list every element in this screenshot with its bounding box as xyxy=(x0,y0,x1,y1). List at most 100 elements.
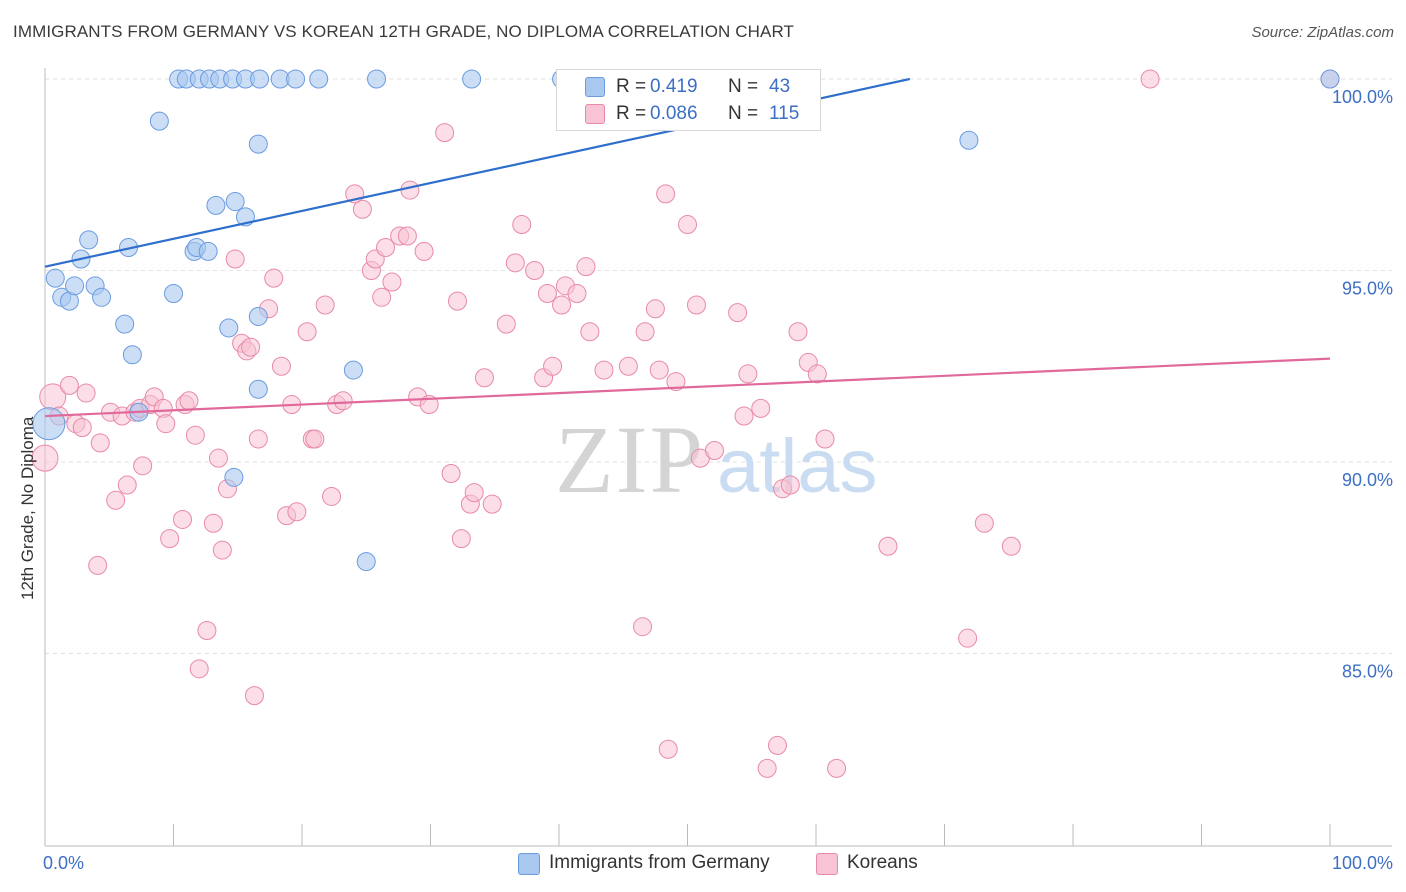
koreans-point xyxy=(1001,536,1021,556)
germany-point xyxy=(206,195,226,215)
koreans-point xyxy=(757,758,777,778)
koreans-point xyxy=(179,391,199,411)
bottom-legend-label-koreans: Koreans xyxy=(847,852,918,873)
koreans-point xyxy=(633,617,653,637)
germany-point xyxy=(367,69,387,89)
koreans-point xyxy=(297,322,317,342)
koreans-point xyxy=(172,509,192,529)
koreans-point xyxy=(656,184,676,204)
koreans-point xyxy=(1140,69,1160,89)
koreans-point xyxy=(537,283,557,303)
legend-r-label: R = xyxy=(616,76,647,97)
koreans-point xyxy=(88,555,108,575)
koreans-point xyxy=(397,226,417,246)
koreans-point xyxy=(728,303,748,323)
germany-point xyxy=(462,69,482,89)
koreans-point xyxy=(156,414,176,434)
koreans-point xyxy=(264,268,284,288)
koreans-point xyxy=(59,375,79,395)
germany-point xyxy=(45,268,65,288)
koreans-point xyxy=(658,739,678,759)
koreans-point xyxy=(807,364,827,384)
germany-point xyxy=(248,134,268,154)
koreans-point xyxy=(780,475,800,495)
koreans-point xyxy=(512,215,532,235)
legend-r-value-germany: 0.419 xyxy=(650,76,698,97)
germany-point xyxy=(1320,69,1340,89)
koreans-point xyxy=(958,628,978,648)
koreans-point xyxy=(686,295,706,315)
germany-point xyxy=(149,111,169,131)
legend-swatch-koreans xyxy=(585,104,605,124)
koreans-point xyxy=(649,360,669,380)
koreans-point xyxy=(678,215,697,235)
koreans-point xyxy=(594,360,614,380)
y-tick-label: 95.0% xyxy=(1342,279,1393,299)
koreans-points xyxy=(31,69,1340,778)
koreans-point xyxy=(322,486,342,506)
koreans-point xyxy=(974,513,994,533)
koreans-point xyxy=(197,621,217,641)
koreans-point xyxy=(248,429,268,449)
koreans-point xyxy=(376,238,396,258)
x-tick-label-max: 100.0% xyxy=(1332,853,1393,873)
legend-row-germany: R = 0.419 N = 43 xyxy=(557,74,820,100)
koreans-point xyxy=(635,322,655,342)
legend-n-value-germany: 43 xyxy=(769,76,791,97)
koreans-point xyxy=(567,283,587,303)
koreans-point xyxy=(382,272,402,292)
koreans-point xyxy=(788,322,808,342)
koreans-point xyxy=(704,441,724,461)
germany-point xyxy=(343,360,363,380)
koreans-point xyxy=(738,364,758,384)
koreans-point xyxy=(505,253,525,273)
koreans-point xyxy=(72,418,92,438)
koreans-point xyxy=(241,337,261,357)
koreans-point xyxy=(333,391,353,411)
germany-point xyxy=(198,241,218,261)
koreans-point xyxy=(208,448,228,468)
y-tick-label: 90.0% xyxy=(1342,470,1393,490)
stats-legend: R = 0.419 N = 43 R = 0.086 N = 115 xyxy=(556,69,821,131)
koreans-point xyxy=(271,356,291,376)
koreans-point xyxy=(576,257,596,277)
germany-point xyxy=(250,69,270,89)
koreans-point xyxy=(160,529,180,549)
koreans-point xyxy=(435,123,455,143)
germany-point xyxy=(219,318,239,338)
koreans-point xyxy=(185,425,205,445)
koreans-point xyxy=(666,372,686,392)
koreans-point xyxy=(117,475,137,495)
koreans-point xyxy=(474,368,494,388)
koreans-point xyxy=(734,406,754,426)
koreans-point xyxy=(414,241,434,261)
germany-point xyxy=(224,467,244,487)
germany-point xyxy=(248,379,268,399)
koreans-point xyxy=(305,429,325,449)
watermark-zip: ZIP xyxy=(555,406,705,513)
germany-point xyxy=(79,230,99,250)
legend-n-value-koreans: 115 xyxy=(769,103,800,124)
koreans-point xyxy=(212,540,232,560)
koreans-point xyxy=(580,322,600,342)
koreans-point xyxy=(645,299,665,319)
koreans-point xyxy=(244,686,264,706)
y-tick-label: 85.0% xyxy=(1342,662,1393,682)
koreans-point xyxy=(552,295,572,315)
koreans-point xyxy=(482,494,502,514)
koreans-point xyxy=(441,463,461,483)
y-axis-label: 12th Grade, No Diploma xyxy=(18,416,37,600)
koreans-point xyxy=(372,287,392,307)
koreans-point xyxy=(400,180,420,200)
germany-point xyxy=(92,287,112,307)
koreans-point xyxy=(815,429,835,449)
watermark-atlas: atlas xyxy=(717,424,878,509)
legend-n-label: N = xyxy=(728,76,759,97)
germany-point xyxy=(959,130,979,150)
koreans-point xyxy=(496,314,516,334)
germany-point xyxy=(225,192,245,212)
koreans-point xyxy=(287,502,307,522)
germany-point xyxy=(115,314,135,334)
koreans-point xyxy=(525,261,545,280)
koreans-point xyxy=(225,249,245,269)
